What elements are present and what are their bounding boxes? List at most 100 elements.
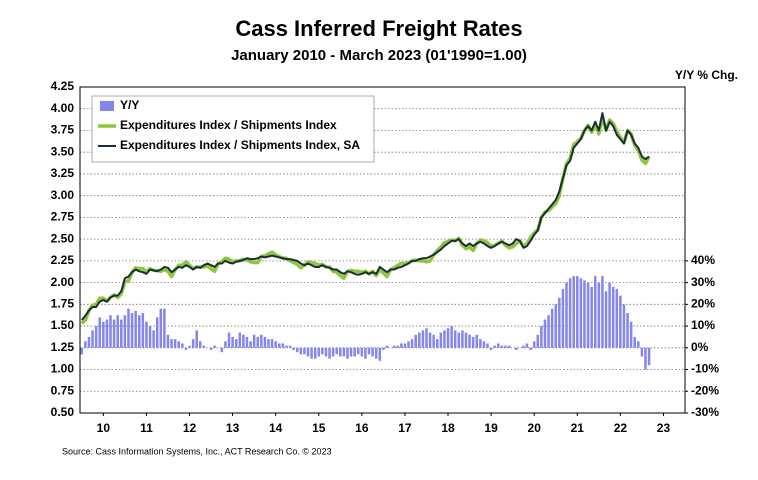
bar: [145, 321, 148, 348]
bar: [134, 310, 137, 348]
bar: [84, 341, 87, 348]
bar: [335, 347, 338, 355]
bar: [87, 336, 91, 348]
bar: [622, 304, 626, 348]
bar: [260, 334, 263, 348]
bar: [238, 332, 242, 348]
bar: [378, 347, 382, 361]
legend: Y/Y Expenditures Index / Shipments Index E…: [91, 95, 375, 163]
x-tick-label: 10: [97, 421, 111, 435]
bar: [647, 347, 651, 366]
bar: [123, 315, 127, 348]
bar: [637, 341, 640, 348]
y2-tick-label: 10%: [691, 318, 715, 332]
bar: [396, 345, 400, 348]
bar: [489, 347, 493, 350]
bar: [231, 336, 234, 348]
bar: [371, 347, 374, 357]
bar: [407, 341, 410, 348]
x-tick-label: 13: [226, 421, 240, 435]
bar: [504, 345, 507, 348]
y-tick-label: 2.75: [51, 210, 75, 224]
bar: [278, 343, 281, 348]
bar: [565, 282, 568, 348]
x-tick-label: 12: [183, 421, 197, 435]
bar: [299, 347, 303, 355]
bar: [615, 289, 619, 348]
y2-tick-label: 30%: [691, 275, 715, 289]
x-tick-label: 17: [398, 421, 412, 435]
bar: [295, 347, 299, 353]
bar: [590, 286, 593, 348]
bar: [428, 332, 432, 348]
y2-tick-label: -20%: [691, 383, 719, 397]
bar: [346, 347, 349, 359]
bar: [267, 339, 270, 348]
bar: [561, 289, 565, 348]
bar: [292, 347, 295, 350]
bar: [91, 330, 94, 348]
bar: [270, 339, 274, 348]
bar: [608, 282, 611, 348]
bar: [303, 347, 306, 355]
bar: [507, 345, 511, 348]
bar: [547, 315, 550, 348]
plot-frame: [79, 86, 686, 414]
bar: [249, 341, 252, 348]
x-tick-label: 14: [269, 421, 283, 435]
bar: [382, 347, 385, 350]
bar: [152, 330, 155, 348]
bar: [163, 308, 166, 348]
bar: [418, 332, 421, 348]
bar: [274, 341, 277, 348]
bar: [446, 328, 450, 348]
bar: [435, 339, 439, 348]
bar: [94, 326, 98, 348]
chart-subtitle: January 2010 - March 2023 (01'1990=1.00): [231, 47, 527, 64]
x-tick-label: 20: [528, 421, 542, 435]
bar: [611, 286, 615, 348]
bar: [234, 339, 238, 348]
y-tick-label: 1.75: [51, 297, 75, 311]
bar: [479, 339, 482, 348]
bar: [457, 332, 461, 348]
bar: [285, 345, 288, 348]
bar: [468, 334, 471, 348]
bar: [604, 291, 608, 348]
bar: [321, 347, 324, 355]
bar: [281, 343, 285, 348]
bar: [109, 315, 112, 348]
x-tick-label: 16: [355, 421, 369, 435]
bar: [593, 276, 597, 348]
bar: [471, 336, 475, 348]
bar: [367, 347, 371, 355]
bar: [202, 345, 206, 348]
bar: [177, 341, 180, 348]
bar: [364, 347, 367, 359]
y-tick-label: 2.25: [51, 253, 75, 267]
line: [81, 112, 650, 321]
bar: [105, 319, 109, 348]
bar: [425, 328, 428, 348]
bar: [184, 347, 188, 350]
bar: [493, 345, 496, 348]
y-tick-label: 3.50: [51, 144, 75, 158]
bar: [439, 332, 443, 348]
y2-tick-label: -30%: [691, 405, 719, 419]
bar: [644, 347, 647, 370]
bar: [116, 315, 119, 348]
x-tick-label: 22: [614, 421, 628, 435]
bar: [181, 343, 184, 348]
bar: [626, 313, 629, 348]
bar: [629, 321, 633, 348]
bar: [543, 319, 547, 348]
bar: [385, 345, 389, 348]
bar: [450, 326, 453, 348]
x-tick-label: 11: [140, 421, 153, 435]
bar: [173, 339, 177, 348]
bar: [500, 345, 504, 348]
bar: [331, 347, 335, 357]
bar: [357, 347, 360, 355]
bar: [572, 276, 575, 348]
legend-swatch: [100, 101, 114, 111]
